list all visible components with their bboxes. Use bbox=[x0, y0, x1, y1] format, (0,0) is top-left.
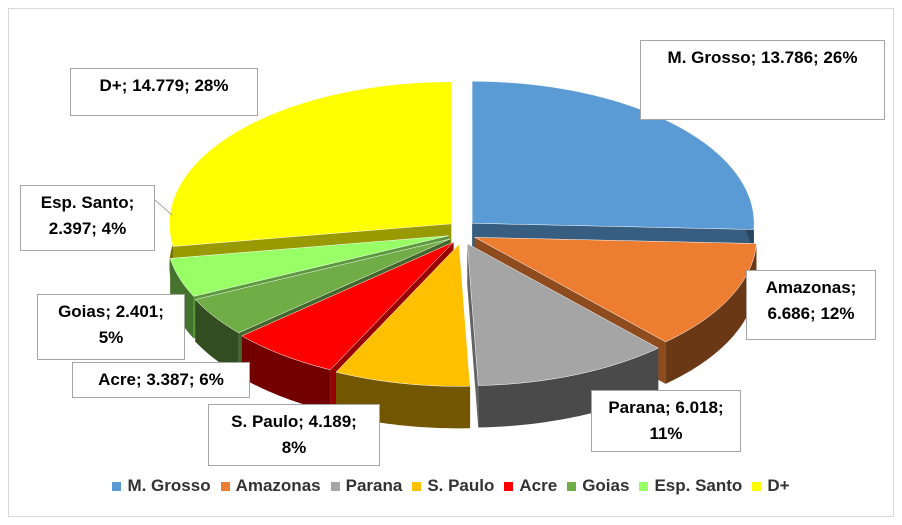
legend-swatch bbox=[504, 481, 514, 491]
data-label: Parana; 6.018; 11% bbox=[591, 390, 741, 452]
legend-item: M. Grosso bbox=[112, 476, 211, 496]
data-label: Goias; 2.401; 5% bbox=[37, 294, 185, 360]
legend-swatch bbox=[639, 481, 649, 491]
slice bbox=[471, 81, 755, 230]
legend-swatch bbox=[330, 481, 340, 491]
data-label: S. Paulo; 4.189; 8% bbox=[208, 404, 380, 466]
slice bbox=[169, 235, 449, 297]
legend-item: S. Paulo bbox=[412, 476, 494, 496]
legend-label: D+ bbox=[767, 476, 790, 495]
data-label: Esp. Santo; 2.397; 4% bbox=[20, 185, 155, 251]
slice-side bbox=[241, 335, 331, 412]
legend-item: Parana bbox=[330, 476, 403, 496]
legend-label: Amazonas bbox=[235, 476, 321, 495]
slice bbox=[467, 243, 659, 386]
slice-side bbox=[665, 243, 757, 384]
leader-line bbox=[154, 199, 173, 216]
legend-label: M. Grosso bbox=[127, 476, 211, 495]
data-label: M. Grosso; 13.786; 26% bbox=[640, 40, 885, 120]
legend: M. Grosso Amazonas Parana S. Paulo Acre Goias… bbox=[0, 476, 902, 496]
legend-swatch bbox=[567, 481, 577, 491]
legend-item: Esp. Santo bbox=[639, 476, 742, 496]
slice bbox=[169, 81, 452, 247]
data-label: Acre; 3.387; 6% bbox=[72, 362, 250, 398]
slice bbox=[335, 243, 471, 387]
legend-item: D+ bbox=[752, 476, 790, 496]
legend-label: Acre bbox=[519, 476, 558, 495]
legend-item: Amazonas bbox=[220, 476, 321, 496]
legend-swatch bbox=[412, 481, 422, 491]
legend-item: Goias bbox=[567, 476, 629, 496]
legend-label: Parana bbox=[345, 476, 403, 495]
data-label: Amazonas; 6.686; 12% bbox=[746, 270, 876, 340]
slice bbox=[241, 241, 454, 371]
slice-side bbox=[478, 348, 659, 428]
slice bbox=[194, 238, 451, 334]
legend-item: Acre bbox=[504, 476, 557, 496]
slice-side bbox=[195, 299, 239, 375]
legend-label: Goias bbox=[582, 476, 630, 495]
data-label: D+; 14.779; 28% bbox=[70, 68, 258, 116]
legend-swatch bbox=[220, 481, 230, 491]
legend-label: S. Paulo bbox=[427, 476, 495, 495]
legend-swatch bbox=[112, 481, 122, 491]
slice bbox=[474, 237, 757, 343]
legend-swatch bbox=[752, 481, 762, 491]
legend-label: Esp. Santo bbox=[654, 476, 743, 495]
slice-wall bbox=[467, 243, 479, 428]
